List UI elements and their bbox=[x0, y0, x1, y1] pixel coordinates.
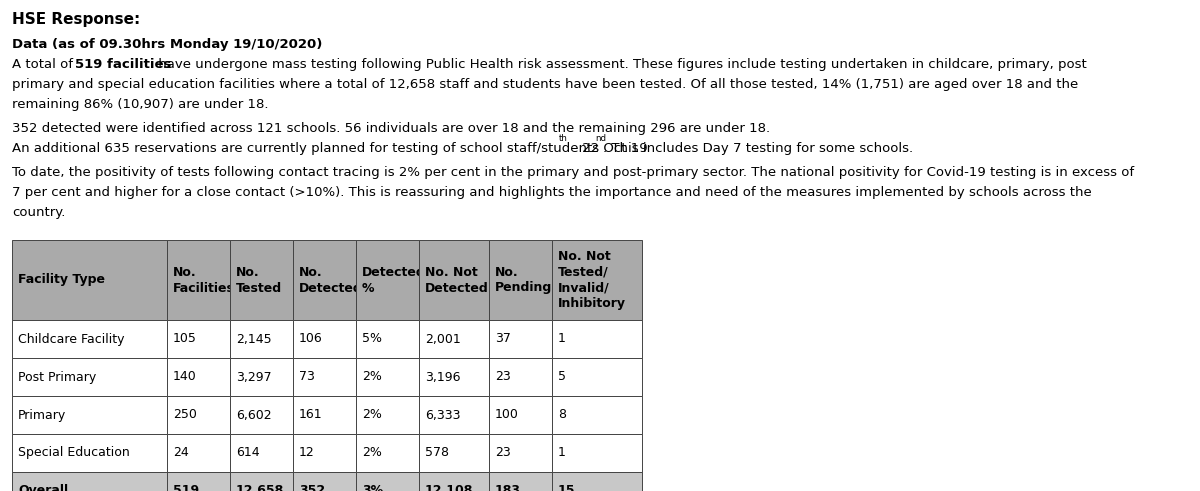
Text: 105: 105 bbox=[173, 332, 197, 346]
Text: 24: 24 bbox=[173, 446, 188, 460]
Text: 23: 23 bbox=[494, 446, 511, 460]
Text: 352: 352 bbox=[299, 485, 325, 491]
Text: No. Not
Tested/
Invalid/
Inhibitory: No. Not Tested/ Invalid/ Inhibitory bbox=[558, 249, 626, 310]
Text: Primary: Primary bbox=[18, 409, 66, 421]
Text: 7 per cent and higher for a close contact (>10%). This is reassuring and highlig: 7 per cent and higher for a close contac… bbox=[12, 186, 1092, 199]
Text: 578: 578 bbox=[425, 446, 449, 460]
Text: 2,001: 2,001 bbox=[425, 332, 461, 346]
Text: 6,602: 6,602 bbox=[236, 409, 271, 421]
Text: 5: 5 bbox=[558, 371, 566, 383]
Text: No.
Pending: No. Pending bbox=[494, 266, 552, 295]
Text: 73: 73 bbox=[299, 371, 314, 383]
Text: 2%: 2% bbox=[362, 371, 382, 383]
Text: 3,297: 3,297 bbox=[236, 371, 271, 383]
Text: remaining 86% (10,907) are under 18.: remaining 86% (10,907) are under 18. bbox=[12, 98, 269, 111]
Text: 519: 519 bbox=[173, 485, 199, 491]
Text: 1: 1 bbox=[558, 446, 566, 460]
Text: 100: 100 bbox=[494, 409, 518, 421]
Text: 3%: 3% bbox=[362, 485, 383, 491]
Text: 6,333: 6,333 bbox=[425, 409, 461, 421]
Text: No. Not
Detected: No. Not Detected bbox=[425, 266, 488, 295]
Text: 140: 140 bbox=[173, 371, 197, 383]
Text: 183: 183 bbox=[494, 485, 521, 491]
Text: 15: 15 bbox=[558, 485, 576, 491]
Text: 5%: 5% bbox=[362, 332, 382, 346]
Text: th: th bbox=[559, 134, 568, 143]
Text: Data (as of 09.30hrs Monday 19/10/2020): Data (as of 09.30hrs Monday 19/10/2020) bbox=[12, 38, 323, 51]
Text: primary and special education facilities where a total of 12,658 staff and stude: primary and special education facilities… bbox=[12, 78, 1079, 91]
Text: 12,658: 12,658 bbox=[236, 485, 284, 491]
Text: 614: 614 bbox=[236, 446, 259, 460]
Text: nd: nd bbox=[595, 134, 606, 143]
Text: 37: 37 bbox=[494, 332, 511, 346]
Text: Detected
%: Detected % bbox=[362, 266, 426, 295]
Text: 1: 1 bbox=[558, 332, 566, 346]
Text: . This includes Day 7 testing for some schools.: . This includes Day 7 testing for some s… bbox=[602, 142, 913, 155]
Text: Overall: Overall bbox=[18, 485, 68, 491]
Text: 161: 161 bbox=[299, 409, 323, 421]
Text: Post Primary: Post Primary bbox=[18, 371, 96, 383]
Text: A total of: A total of bbox=[12, 58, 77, 71]
Text: 519 facilities: 519 facilities bbox=[74, 58, 172, 71]
Text: 8: 8 bbox=[558, 409, 566, 421]
Text: 106: 106 bbox=[299, 332, 323, 346]
Text: Special Education: Special Education bbox=[18, 446, 130, 460]
Text: 2%: 2% bbox=[362, 446, 382, 460]
Text: To date, the positivity of tests following contact tracing is 2% per cent in the: To date, the positivity of tests followi… bbox=[12, 166, 1134, 179]
Text: 250: 250 bbox=[173, 409, 197, 421]
Text: 12,108: 12,108 bbox=[425, 485, 473, 491]
Text: Childcare Facility: Childcare Facility bbox=[18, 332, 125, 346]
Text: No.
Facilities: No. Facilities bbox=[173, 266, 235, 295]
Text: 2%: 2% bbox=[362, 409, 382, 421]
Text: 2,145: 2,145 bbox=[236, 332, 271, 346]
Text: 23: 23 bbox=[494, 371, 511, 383]
Text: Facility Type: Facility Type bbox=[18, 273, 106, 287]
Text: 352 detected were identified across 121 schools. 56 individuals are over 18 and : 352 detected were identified across 121 … bbox=[12, 122, 770, 135]
Text: HSE Response:: HSE Response: bbox=[12, 12, 140, 27]
Text: No.
Tested: No. Tested bbox=[236, 266, 282, 295]
Text: country.: country. bbox=[12, 206, 65, 219]
Text: An additional 635 reservations are currently planned for testing of school staff: An additional 635 reservations are curre… bbox=[12, 142, 648, 155]
Text: 12: 12 bbox=[299, 446, 314, 460]
Text: No.
Detected: No. Detected bbox=[299, 266, 362, 295]
Text: have undergone mass testing following Public Health risk assessment. These figur: have undergone mass testing following Pu… bbox=[155, 58, 1087, 71]
Text: – 22: – 22 bbox=[566, 142, 599, 155]
Text: 3,196: 3,196 bbox=[425, 371, 461, 383]
